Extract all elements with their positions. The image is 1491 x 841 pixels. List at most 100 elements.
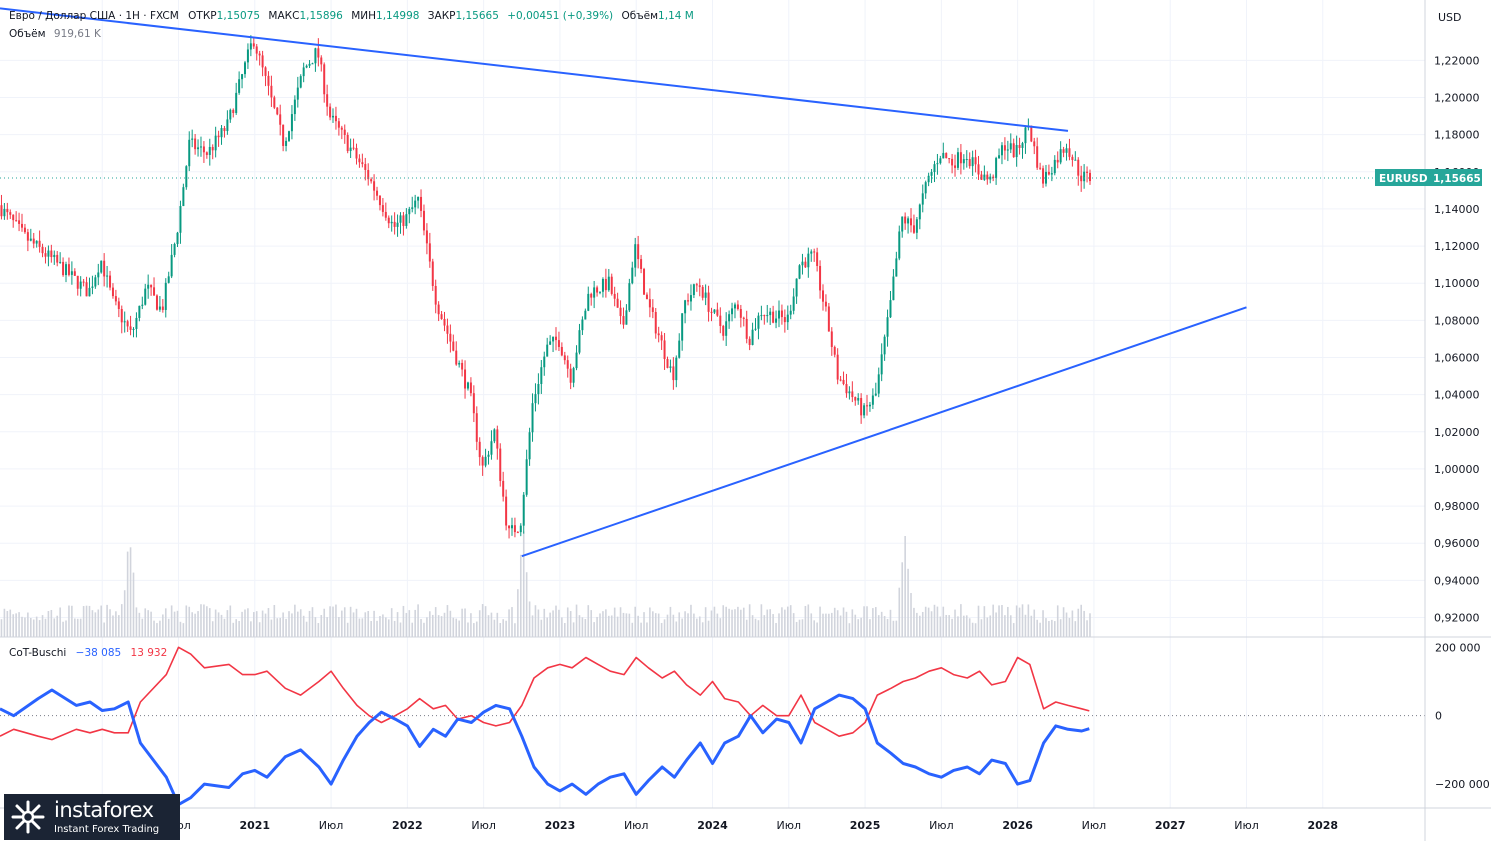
time-tick-label: 2021 xyxy=(239,819,270,832)
volume-bar xyxy=(176,610,179,637)
price-tick-label: 1,02000 xyxy=(1434,426,1480,439)
volume-bar xyxy=(549,612,551,637)
candle-body xyxy=(610,276,613,294)
volume-bar xyxy=(115,611,117,637)
open-value: 1,15075 xyxy=(217,10,260,22)
cot-tick-label: 200 000 xyxy=(1435,641,1481,654)
time-tick-label: Июл xyxy=(319,819,344,832)
candle-body xyxy=(980,174,983,180)
candle-body xyxy=(73,271,76,276)
cot-tick-label: −200 000 xyxy=(1435,778,1490,791)
candle-body xyxy=(422,210,425,231)
indicator-legend[interactable]: CoT-Buschi −38 085 13 932 xyxy=(9,647,167,659)
volume-bar xyxy=(892,620,895,637)
volume-bar xyxy=(1071,610,1074,637)
volume-bar xyxy=(693,613,695,637)
volume-bar xyxy=(833,607,836,637)
volume-bar xyxy=(1001,605,1003,637)
candle-body xyxy=(340,127,343,130)
volume-bar xyxy=(640,622,642,637)
volume-bar xyxy=(910,593,912,637)
volume-bar xyxy=(681,618,683,637)
volume-bar xyxy=(82,606,85,637)
price-tick-label: 1,10000 xyxy=(1434,277,1480,290)
volume-bar xyxy=(62,621,64,637)
candle-body xyxy=(910,218,913,226)
volume-bar xyxy=(364,612,367,637)
candle-body xyxy=(126,321,129,327)
volume-bar xyxy=(217,612,220,637)
currency-label[interactable]: USD xyxy=(1438,11,1462,24)
candle-body xyxy=(1053,159,1056,174)
candle-body xyxy=(634,244,637,268)
candle-body xyxy=(153,287,156,296)
price-tick-label: 1,06000 xyxy=(1434,352,1480,365)
candle-body xyxy=(417,196,420,201)
volume-bar xyxy=(889,609,892,637)
candle-body xyxy=(728,314,731,322)
candle-body xyxy=(666,359,669,368)
volume-bar xyxy=(147,610,149,637)
volume-bar xyxy=(716,613,719,637)
volume-bar xyxy=(27,612,29,637)
volume-bar xyxy=(349,606,352,637)
volume-bar xyxy=(329,606,331,637)
volume-bar xyxy=(522,531,525,637)
candle-body xyxy=(1086,171,1089,173)
volume-bar xyxy=(53,618,56,637)
volume-bar xyxy=(798,619,801,637)
candle-body xyxy=(1071,156,1074,161)
volume-bar xyxy=(1007,606,1009,637)
volume-bar xyxy=(496,612,499,637)
candle-body xyxy=(927,175,930,183)
candle-body xyxy=(1074,159,1077,161)
volume-bar xyxy=(153,620,155,637)
volume-bar xyxy=(402,605,405,637)
volume-bar xyxy=(41,615,44,637)
volume-bar xyxy=(1012,623,1015,637)
candle-body xyxy=(343,129,346,135)
volume-bar xyxy=(252,612,255,637)
candle-body xyxy=(502,480,505,497)
candle-body xyxy=(367,169,370,180)
volume-bar xyxy=(396,612,399,637)
trendlines[interactable] xyxy=(0,7,1247,558)
candle-body xyxy=(733,304,736,309)
candle-body xyxy=(951,158,954,166)
candle-body xyxy=(789,310,792,315)
candle-body xyxy=(689,295,692,302)
volume-bar xyxy=(880,611,883,637)
candle-body xyxy=(352,147,355,149)
volume-bar xyxy=(839,615,842,637)
candle-body xyxy=(85,282,88,297)
volume-bar xyxy=(784,609,786,637)
volume-bar xyxy=(786,606,789,637)
volume-bar xyxy=(737,606,739,637)
high-label: МАКС xyxy=(268,10,299,22)
volume-bar xyxy=(387,619,390,637)
candle-body xyxy=(65,264,68,276)
volume-bar xyxy=(112,615,114,637)
candle-body xyxy=(499,448,502,481)
candle-body xyxy=(349,147,352,152)
volume-bar xyxy=(1033,609,1036,637)
candle-body xyxy=(1015,145,1018,158)
volume-bar xyxy=(1024,614,1027,637)
volume-bar xyxy=(461,608,463,637)
candle-body xyxy=(1012,143,1015,158)
volume-bar xyxy=(916,612,918,637)
volume-bar xyxy=(652,611,654,637)
candle-body xyxy=(637,244,640,260)
candle-body xyxy=(599,291,602,293)
volume-bar xyxy=(781,607,783,637)
candle-body xyxy=(402,215,405,226)
volume-bar xyxy=(519,554,522,637)
candle-body xyxy=(537,384,540,395)
candle-body xyxy=(839,379,842,381)
volume-bar xyxy=(819,606,821,637)
volume-bar xyxy=(907,568,909,637)
volume-bar xyxy=(904,535,906,637)
candle-body xyxy=(109,275,112,288)
volume-bar xyxy=(634,606,637,637)
